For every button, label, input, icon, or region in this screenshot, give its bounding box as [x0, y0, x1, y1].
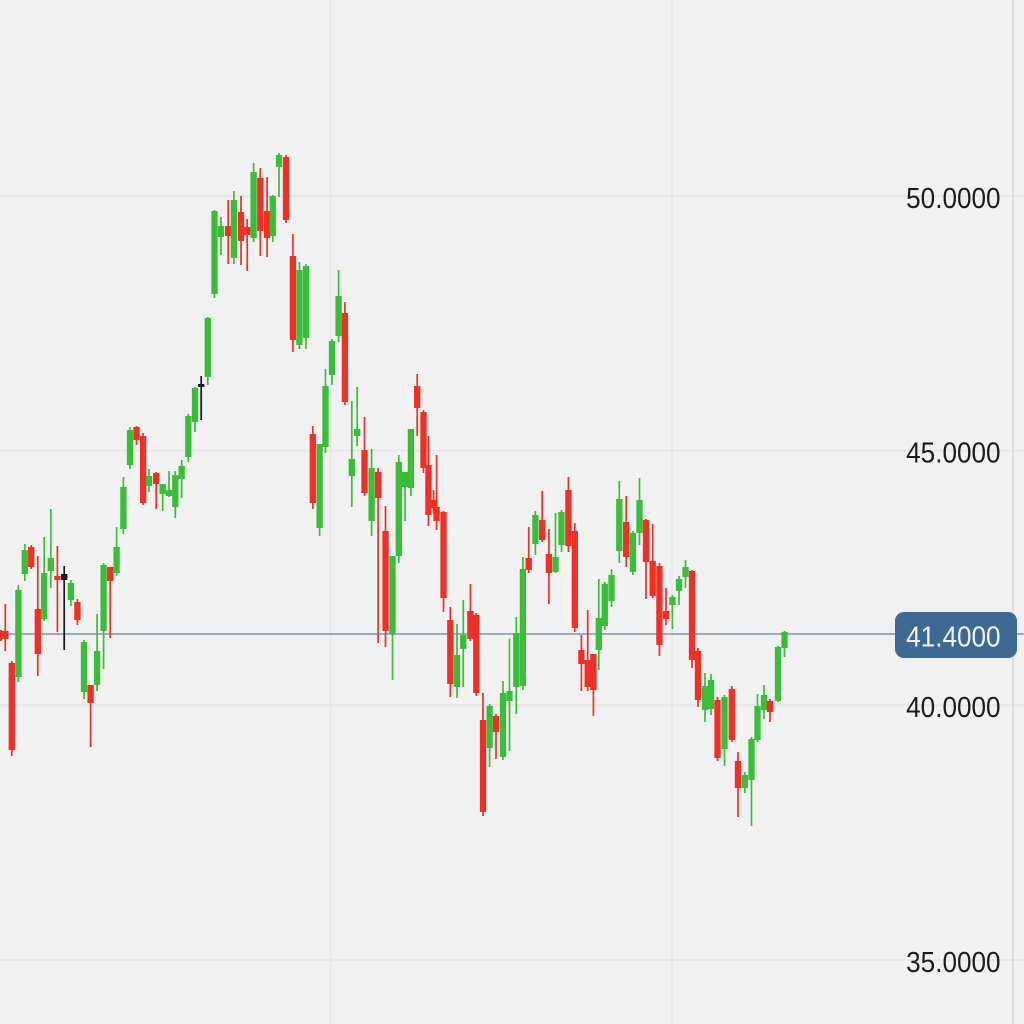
svg-text:35.0000: 35.0000: [906, 946, 1000, 979]
svg-text:45.0000: 45.0000: [906, 436, 1000, 469]
svg-text:41.4000: 41.4000: [906, 620, 1000, 653]
svg-text:40.0000: 40.0000: [906, 691, 1000, 724]
svg-text:50.0000: 50.0000: [906, 182, 1000, 215]
